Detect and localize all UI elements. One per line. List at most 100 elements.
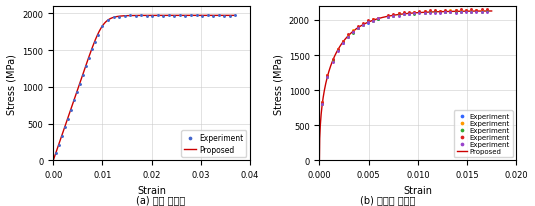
Line: Proposed: Proposed <box>53 16 235 161</box>
Point <box>446 10 455 14</box>
Point <box>384 16 393 19</box>
Point <box>446 11 455 14</box>
Experiment <box>72 91 81 94</box>
Point <box>452 12 460 15</box>
Experiment <box>225 15 234 18</box>
Point <box>394 14 403 17</box>
Point <box>318 103 327 106</box>
Experiment <box>126 14 134 18</box>
Point <box>441 11 449 14</box>
Point <box>323 76 332 79</box>
Point <box>333 49 342 53</box>
Experiment <box>181 15 190 18</box>
Point <box>400 12 408 15</box>
Point <box>462 10 470 13</box>
Point <box>343 36 352 39</box>
Point <box>359 25 368 28</box>
Point <box>343 36 352 39</box>
Point <box>441 11 449 15</box>
Point <box>456 12 465 15</box>
Point <box>446 10 455 13</box>
Point <box>425 11 434 14</box>
Point <box>333 49 342 53</box>
Point <box>389 16 398 19</box>
Y-axis label: Stress (MPa): Stress (MPa) <box>273 54 283 114</box>
Point <box>405 12 414 15</box>
Point <box>431 10 439 13</box>
Point <box>374 18 383 21</box>
Point <box>472 11 480 14</box>
Proposed <box>132 15 139 18</box>
Point <box>483 8 491 11</box>
Point <box>483 10 491 13</box>
Experiment <box>63 117 72 121</box>
Point <box>328 58 337 62</box>
Point <box>436 12 445 15</box>
Point <box>477 10 486 13</box>
Point <box>364 21 372 25</box>
Point <box>400 14 408 17</box>
Point <box>354 27 362 30</box>
Experiment <box>81 66 90 69</box>
Point <box>354 26 362 29</box>
Point <box>467 9 476 12</box>
Point <box>472 10 480 13</box>
Point <box>472 11 480 14</box>
Point <box>431 11 439 14</box>
Experiment <box>93 35 102 38</box>
Point <box>394 13 403 16</box>
Point <box>456 11 465 14</box>
Legend: Experiment, Experiment, Experiment, Experiment, Experiment, Proposed: Experiment, Experiment, Experiment, Expe… <box>454 111 513 157</box>
Point <box>333 49 342 52</box>
Experiment <box>220 15 228 19</box>
Point <box>328 60 337 63</box>
Point <box>333 48 342 51</box>
Experiment <box>60 125 69 129</box>
X-axis label: Strain: Strain <box>137 185 166 195</box>
Point <box>384 16 393 19</box>
Point <box>400 12 408 15</box>
Experiment <box>70 99 78 103</box>
Point <box>389 15 398 19</box>
Point <box>359 22 368 26</box>
Experiment <box>98 25 106 29</box>
Point <box>421 10 429 14</box>
Proposed <box>172 15 178 18</box>
Point <box>374 17 383 20</box>
Experiment <box>170 15 179 18</box>
Point <box>441 12 449 15</box>
Point <box>343 35 352 38</box>
Point <box>483 10 491 13</box>
Point <box>343 33 352 37</box>
Point <box>477 9 486 12</box>
Point <box>374 17 383 20</box>
Point <box>339 40 347 43</box>
Point <box>477 11 486 14</box>
Point <box>323 75 332 79</box>
Point <box>467 11 476 15</box>
Point <box>400 13 408 16</box>
Experiment <box>90 42 99 45</box>
Experiment <box>142 15 151 19</box>
Experiment <box>209 15 217 18</box>
Text: (b) 스마트 강연선: (b) 스마트 강연선 <box>360 194 415 204</box>
Point <box>369 20 378 23</box>
Point <box>452 11 460 14</box>
Text: (a) 강재 강연선: (a) 강재 강연선 <box>136 194 186 204</box>
Legend: Experiment, Proposed: Experiment, Proposed <box>181 131 246 157</box>
Point <box>364 21 372 24</box>
Point <box>328 60 337 64</box>
Experiment <box>148 15 157 18</box>
Point <box>452 9 460 12</box>
Point <box>343 36 352 39</box>
Experiment <box>203 14 212 18</box>
Point <box>483 9 491 13</box>
Point <box>415 12 424 15</box>
Point <box>389 14 398 18</box>
Point <box>441 11 449 14</box>
Point <box>415 11 424 14</box>
Point <box>425 11 434 15</box>
Point <box>374 17 383 20</box>
Point <box>323 74 332 78</box>
Point <box>369 19 378 22</box>
